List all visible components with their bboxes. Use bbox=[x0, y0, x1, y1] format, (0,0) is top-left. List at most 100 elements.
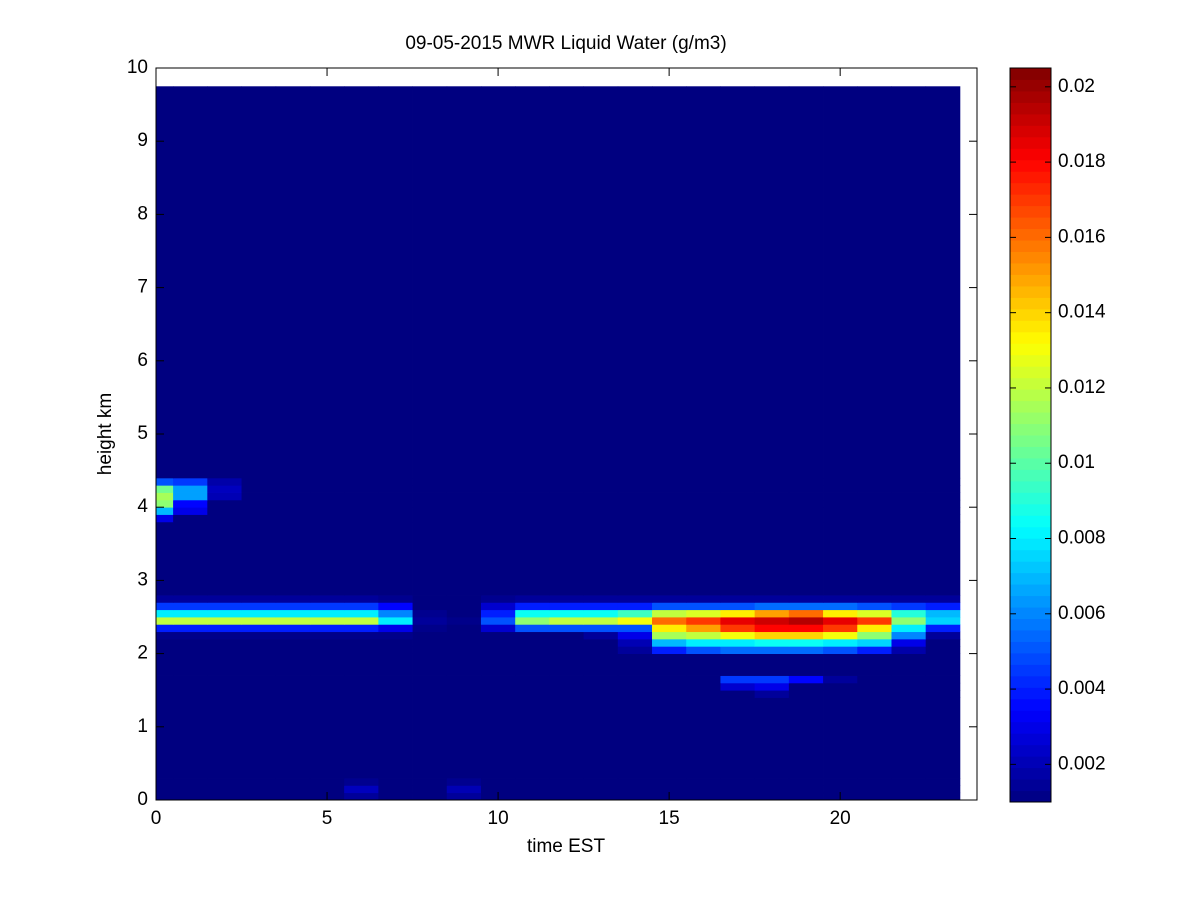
heatmap-cell bbox=[891, 485, 927, 493]
heatmap-cell bbox=[652, 675, 687, 684]
heatmap-cell bbox=[686, 646, 721, 654]
heatmap-cell bbox=[241, 521, 277, 596]
colorbar-step bbox=[1010, 446, 1051, 459]
heatmap-cell bbox=[754, 624, 790, 633]
heatmap-cell bbox=[156, 646, 174, 654]
heatmap-cell bbox=[241, 792, 277, 801]
heatmap-cell bbox=[207, 785, 242, 794]
heatmap-cell bbox=[891, 646, 927, 654]
heatmap-cell bbox=[788, 653, 824, 676]
heatmap-cell bbox=[652, 609, 687, 618]
heatmap-cell bbox=[788, 646, 824, 654]
heatmap-cell bbox=[549, 617, 585, 625]
heatmap-cell bbox=[480, 86, 516, 479]
heatmap-cell bbox=[754, 617, 790, 625]
heatmap-cell bbox=[891, 624, 927, 633]
heatmap-cell bbox=[652, 638, 687, 647]
heatmap-cell bbox=[378, 624, 413, 633]
heatmap-cell bbox=[549, 492, 585, 501]
heatmap-cell bbox=[446, 609, 482, 618]
heatmap-cell bbox=[823, 595, 858, 603]
heatmap-cell bbox=[446, 507, 482, 515]
colorbar-step bbox=[1010, 171, 1051, 184]
chart-title: 09-05-2015 MWR Liquid Water (g/m3) bbox=[405, 33, 726, 54]
heatmap-cell bbox=[412, 682, 448, 691]
heatmap-cell bbox=[549, 682, 585, 691]
heatmap-cell bbox=[583, 507, 619, 515]
colorbar-step bbox=[1010, 733, 1051, 746]
heatmap-cell bbox=[480, 697, 516, 779]
heatmap-cell bbox=[891, 499, 927, 508]
heatmap-cell bbox=[857, 595, 892, 603]
heatmap-cell bbox=[412, 785, 448, 794]
heatmap-cell bbox=[857, 492, 892, 501]
heatmap-cell bbox=[823, 653, 858, 676]
heatmap-cell bbox=[309, 602, 345, 611]
heatmap-cell bbox=[686, 477, 721, 486]
heatmap-cell bbox=[857, 778, 892, 786]
heatmap-cell bbox=[446, 675, 482, 684]
heatmap-cell bbox=[891, 514, 927, 523]
heatmap-cell bbox=[788, 675, 824, 684]
heatmap-cell bbox=[412, 697, 448, 779]
colorbar-step bbox=[1010, 274, 1051, 287]
heatmap-cell bbox=[549, 690, 585, 698]
heatmap-cell bbox=[891, 682, 927, 691]
heatmap-cell bbox=[925, 682, 961, 691]
colorbar-step bbox=[1010, 125, 1051, 138]
colorbar-step bbox=[1010, 240, 1051, 252]
heatmap-cell bbox=[207, 595, 242, 603]
heatmap-cell bbox=[275, 602, 311, 611]
heatmap-cell bbox=[173, 785, 208, 794]
heatmap-cell bbox=[344, 617, 379, 625]
heatmap-cell bbox=[549, 675, 585, 684]
heatmap-cell bbox=[207, 690, 242, 698]
heatmap-cell bbox=[549, 646, 585, 654]
heatmap-cell bbox=[275, 609, 311, 618]
heatmap-cell bbox=[241, 631, 277, 640]
heatmap-cell bbox=[686, 514, 721, 523]
heatmap-cell bbox=[207, 697, 242, 779]
heatmap-cell bbox=[617, 492, 653, 501]
colorbar-step bbox=[1010, 113, 1051, 126]
colorbar-step bbox=[1010, 710, 1051, 723]
heatmap-cell bbox=[515, 646, 550, 654]
colorbar-tick-label: 0.002 bbox=[1058, 753, 1106, 774]
heatmap-cell bbox=[925, 609, 961, 618]
heatmap-cell bbox=[156, 682, 174, 691]
heatmap-cell bbox=[241, 602, 277, 611]
heatmap-cell bbox=[891, 86, 927, 479]
heatmap-cell bbox=[857, 86, 892, 479]
heatmap-cell bbox=[652, 631, 687, 640]
colorbar-step bbox=[1010, 320, 1051, 333]
heatmap-cell bbox=[241, 638, 277, 647]
heatmap-cell bbox=[275, 499, 311, 508]
heatmap-cell bbox=[378, 477, 413, 486]
heatmap-cell bbox=[857, 646, 892, 654]
heatmap-cell bbox=[309, 631, 345, 640]
heatmap-cell bbox=[515, 507, 550, 515]
colorbar-tick-label: 0.014 bbox=[1058, 302, 1106, 323]
heatmap-cell bbox=[480, 690, 516, 698]
x-tick-label: 5 bbox=[322, 808, 333, 829]
heatmap-cell bbox=[241, 690, 277, 698]
heatmap-cell bbox=[241, 492, 277, 501]
colorbar-step bbox=[1010, 561, 1051, 574]
heatmap-cell bbox=[720, 646, 756, 654]
heatmap-cell bbox=[720, 485, 756, 493]
heatmap-cell bbox=[480, 595, 516, 603]
heatmap-cell bbox=[344, 682, 379, 691]
heatmap-cell bbox=[446, 638, 482, 647]
heatmap-cell bbox=[446, 492, 482, 501]
heatmap-cell bbox=[891, 521, 927, 596]
colorbar-step bbox=[1010, 538, 1051, 551]
heatmap-cell bbox=[857, 477, 892, 486]
colorbar-step bbox=[1010, 675, 1051, 688]
heatmap-cell bbox=[173, 492, 208, 501]
heatmap-cell bbox=[823, 514, 858, 523]
heatmap-cell bbox=[788, 624, 824, 633]
heatmap-cell bbox=[686, 507, 721, 515]
heatmap-cell bbox=[515, 653, 550, 676]
heatmap-cell bbox=[617, 595, 653, 603]
heatmap-cell bbox=[173, 690, 208, 698]
